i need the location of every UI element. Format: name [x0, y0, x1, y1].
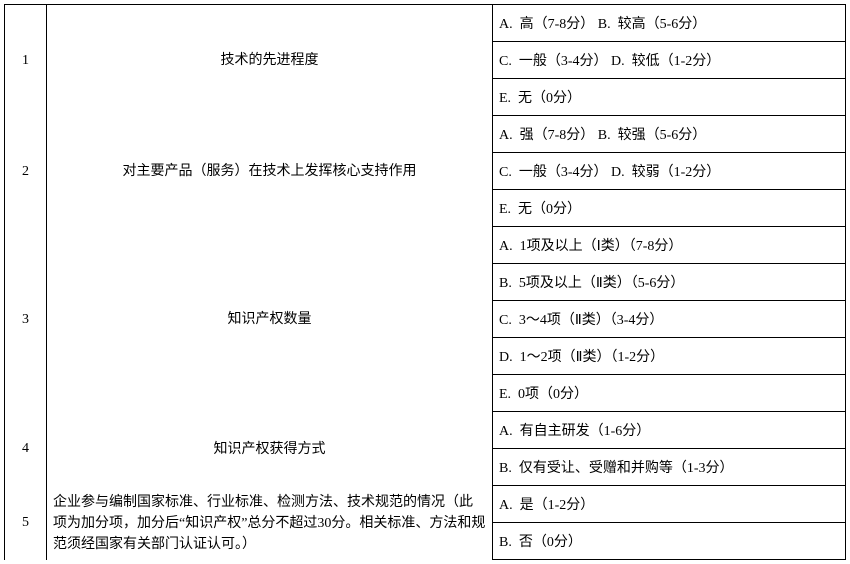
option-line: A. 有自主研发（1-6分）: [493, 412, 845, 449]
option-line: A. 是（1-2分）: [493, 486, 845, 523]
option-line: C. 一般（3-4分） D. 较弱（1-2分）: [493, 153, 845, 190]
option-line: A. 强（7-8分） B. 较强（5-6分）: [493, 116, 845, 153]
table-row: 4知识产权获得方式A. 有自主研发（1-6分）B. 仅有受让、受赠和并购等（1-…: [5, 412, 845, 486]
option-line: A. 1项及以上（Ⅰ类）（7-8分）: [493, 227, 845, 264]
scoring-table: 1技术的先进程度A. 高（7-8分） B. 较高（5-6分）C. 一般（3-4分…: [4, 4, 846, 560]
criterion-label: 知识产权获得方式: [47, 412, 493, 486]
options-cell: A. 强（7-8分） B. 较强（5-6分）C. 一般（3-4分） D. 较弱（…: [493, 116, 845, 227]
row-number: 1: [5, 5, 47, 116]
options-cell: A. 是（1-2分）B. 否（0分）: [493, 486, 845, 560]
options-cell: A. 1项及以上（Ⅰ类）（7-8分）B. 5项及以上（Ⅱ类）（5-6分）C. 3…: [493, 227, 845, 412]
criterion-label: 知识产权数量: [47, 227, 493, 412]
row-number: 4: [5, 412, 47, 486]
option-line: B. 否（0分）: [493, 523, 845, 560]
option-line: D. 1～2项（Ⅱ类）（1-2分）: [493, 338, 845, 375]
table-row: 3知识产权数量A. 1项及以上（Ⅰ类）（7-8分）B. 5项及以上（Ⅱ类）（5-…: [5, 227, 845, 412]
row-number: 5: [5, 486, 47, 560]
option-line: E. 无（0分）: [493, 190, 845, 227]
option-line: B. 仅有受让、受赠和并购等（1-3分）: [493, 449, 845, 486]
criterion-label: 企业参与编制国家标准、行业标准、检测方法、技术规范的情况（此项为加分项，加分后“…: [47, 486, 493, 560]
table-row: 1技术的先进程度A. 高（7-8分） B. 较高（5-6分）C. 一般（3-4分…: [5, 5, 845, 116]
row-number: 3: [5, 227, 47, 412]
criterion-label: 对主要产品（服务）在技术上发挥核心支持作用: [47, 116, 493, 227]
option-line: B. 5项及以上（Ⅱ类）（5-6分）: [493, 264, 845, 301]
row-number: 2: [5, 116, 47, 227]
option-line: C. 一般（3-4分） D. 较低（1-2分）: [493, 42, 845, 79]
option-line: C. 3～4项（Ⅱ类）（3-4分）: [493, 301, 845, 338]
option-line: E. 无（0分）: [493, 79, 845, 116]
option-line: A. 高（7-8分） B. 较高（5-6分）: [493, 5, 845, 42]
options-cell: A. 有自主研发（1-6分）B. 仅有受让、受赠和并购等（1-3分）: [493, 412, 845, 486]
option-line: E. 0项（0分）: [493, 375, 845, 412]
table-row: 2对主要产品（服务）在技术上发挥核心支持作用A. 强（7-8分） B. 较强（5…: [5, 116, 845, 227]
criterion-label: 技术的先进程度: [47, 5, 493, 116]
options-cell: A. 高（7-8分） B. 较高（5-6分）C. 一般（3-4分） D. 较低（…: [493, 5, 845, 116]
table-row: 5企业参与编制国家标准、行业标准、检测方法、技术规范的情况（此项为加分项，加分后…: [5, 486, 845, 560]
